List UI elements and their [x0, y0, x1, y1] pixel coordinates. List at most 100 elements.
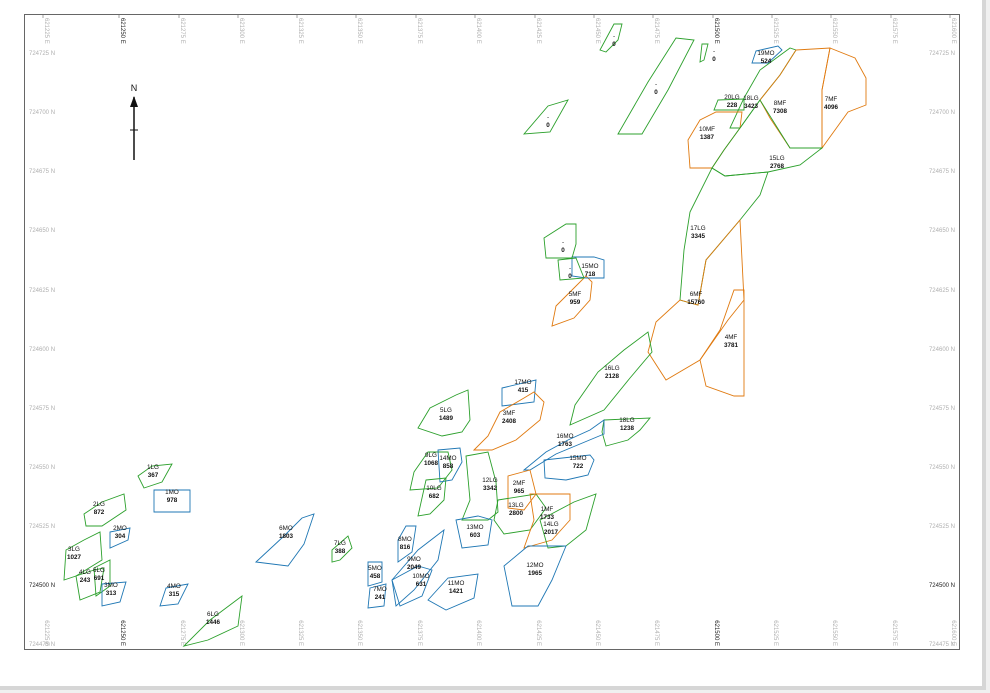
- block-outline[interactable]: [472, 391, 545, 451]
- block-outline[interactable]: [409, 451, 453, 491]
- block-outline[interactable]: [83, 493, 127, 527]
- block-outline[interactable]: [63, 531, 103, 581]
- north-arrow-icon: N: [130, 83, 138, 160]
- block-outline[interactable]: [713, 98, 745, 111]
- block-outline[interactable]: [543, 223, 577, 259]
- block-id-label: 5MF: [569, 291, 582, 298]
- block-outline[interactable]: [557, 257, 585, 281]
- northing-label-right: 724500 N: [929, 583, 955, 589]
- block-outline[interactable]: [617, 37, 695, 135]
- block-outline[interactable]: [331, 535, 353, 563]
- block-id-label: 2MO: [113, 525, 127, 532]
- block-outline[interactable]: [75, 567, 105, 601]
- easting-label-bottom: 621400 E: [475, 620, 481, 646]
- block-value-label: 816: [400, 544, 411, 551]
- block-outline[interactable]: [367, 583, 387, 609]
- block-outline[interactable]: [647, 218, 745, 381]
- northing-label-left: 724475 N: [29, 642, 55, 648]
- block-id-label: 11MO: [448, 580, 465, 587]
- block-id-label: 10MF: [699, 126, 715, 133]
- block-value-label: 2768: [770, 163, 785, 170]
- block-outline[interactable]: [93, 559, 111, 597]
- block-id-label: 12LG: [482, 477, 498, 484]
- block-outline[interactable]: [437, 447, 463, 483]
- northing-label-left: 724500 N: [29, 583, 55, 589]
- block-outline[interactable]: [455, 515, 493, 549]
- block-value-label: 228: [727, 102, 738, 109]
- block-outline[interactable]: [569, 331, 653, 426]
- block-outline[interactable]: [522, 99, 569, 135]
- easting-label-bottom: 621350 E: [356, 620, 362, 646]
- easting-label-top: 621250 E: [119, 18, 125, 44]
- block-outline[interactable]: [254, 513, 315, 567]
- easting-label-top: 621575 E: [891, 18, 897, 44]
- block-polygons: [63, 23, 867, 647]
- block-value-label: 388: [335, 548, 346, 555]
- block-outline[interactable]: [601, 417, 651, 447]
- block-outline[interactable]: [551, 275, 593, 327]
- block-outline[interactable]: [543, 454, 595, 481]
- block-outline[interactable]: [699, 43, 709, 63]
- block-value-label: 0: [546, 122, 550, 129]
- block-value-label: 1446: [206, 619, 221, 626]
- block-value-label: 4096: [824, 104, 839, 111]
- block-outline[interactable]: [427, 573, 479, 611]
- easting-label-top: 621350 E: [356, 18, 362, 44]
- block-outline[interactable]: [523, 493, 571, 549]
- block-value-label: 1387: [700, 134, 715, 141]
- block-value-label: 0: [712, 56, 716, 63]
- block-outline[interactable]: [417, 389, 471, 437]
- block-value-label: 858: [443, 463, 454, 470]
- block-value-label: 718: [585, 271, 596, 278]
- block-outline[interactable]: [109, 527, 131, 549]
- block-id-label: 8MF: [774, 100, 787, 107]
- block-id-label: 1MO: [165, 489, 179, 496]
- block-outline[interactable]: [182, 594, 243, 647]
- northing-label-right: 724600 N: [929, 347, 955, 353]
- block-outline[interactable]: [397, 525, 417, 563]
- block-value-label: 3345: [691, 233, 706, 240]
- block-value-label: 2049: [407, 564, 422, 571]
- block-outline[interactable]: [137, 463, 173, 489]
- block-value-label: 367: [148, 472, 159, 479]
- block-outline[interactable]: [539, 493, 597, 549]
- block-value-label: 1763: [558, 441, 573, 448]
- block-id-label: 9LG: [425, 452, 437, 459]
- block-outline[interactable]: [159, 583, 189, 607]
- block-value-label: 458: [370, 573, 381, 580]
- block-id-label: 14MO: [439, 455, 456, 462]
- block-outline[interactable]: [699, 289, 745, 397]
- block-outline[interactable]: [417, 477, 447, 517]
- block-outline[interactable]: [507, 469, 537, 511]
- block-outline[interactable]: [501, 379, 537, 407]
- block-outline[interactable]: [522, 419, 605, 471]
- block-outline[interactable]: [391, 565, 433, 607]
- northing-label-right: 724675 N: [929, 169, 955, 175]
- block-id-label: 12MO: [526, 562, 543, 569]
- block-outline[interactable]: [599, 23, 623, 53]
- block-outline[interactable]: [101, 581, 127, 607]
- block-outline[interactable]: [461, 451, 499, 521]
- block-value-label: 1238: [620, 425, 635, 432]
- block-id-label: 8MO: [398, 536, 412, 543]
- northing-label-right: 724525 N: [929, 524, 955, 530]
- northing-label-right: 724700 N: [929, 110, 955, 116]
- block-id-label: 7MF: [825, 96, 838, 103]
- northing-label-right: 724475 N: [929, 642, 955, 648]
- block-outline[interactable]: [571, 256, 605, 279]
- easting-label-top: 621325 E: [297, 18, 303, 44]
- block-outline[interactable]: [503, 545, 567, 607]
- block-id-label: 7LG: [334, 540, 346, 547]
- block-outline[interactable]: [367, 561, 383, 587]
- block-outline[interactable]: [821, 47, 867, 150]
- block-value-label: 1421: [449, 588, 464, 595]
- block-outline[interactable]: [751, 45, 783, 64]
- easting-label-bottom: 621450 E: [594, 620, 600, 646]
- easting-label-top: 621525 E: [772, 18, 778, 44]
- block-outline[interactable]: [391, 528, 445, 607]
- block-outline[interactable]: [711, 99, 824, 177]
- easting-label-top: 621275 E: [179, 18, 185, 44]
- block-outline[interactable]: [153, 489, 191, 513]
